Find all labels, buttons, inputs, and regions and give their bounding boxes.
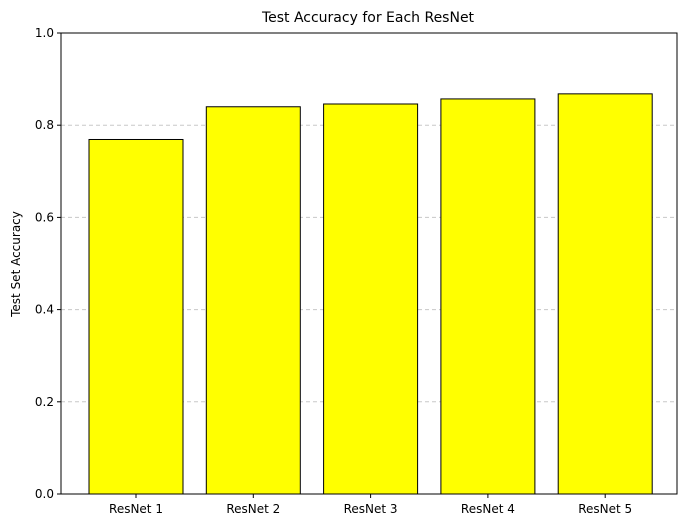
y-tick-label: 0.4 [35, 303, 54, 317]
y-tick-label: 1.0 [35, 26, 54, 40]
y-tick-label: 0.2 [35, 395, 54, 409]
x-axis-ticks: ResNet 1 ResNet 2 ResNet 3 ResNet 4 ResNet 5 [109, 494, 632, 516]
bar-resnet-3 [323, 103, 419, 495]
y-tick-label: 0.8 [35, 118, 54, 132]
bar-resnet-1 [88, 138, 184, 495]
chart-title: Test Accuracy for Each ResNet [261, 10, 475, 26]
y-tick-label: 0.6 [35, 210, 54, 224]
bar-resnet-5 [557, 93, 653, 495]
x-tick-label: ResNet 4 [461, 502, 515, 516]
plot-frame [60, 32, 678, 495]
bars [88, 93, 653, 495]
y-tick-label: 0.0 [35, 487, 54, 501]
x-tick-label: ResNet 1 [109, 502, 163, 516]
bar-resnet-2 [205, 106, 301, 495]
y-axis-label: Test Set Accuracy [9, 211, 23, 318]
bar-resnet-4 [440, 98, 536, 495]
x-tick-label: ResNet 2 [226, 502, 280, 516]
x-tick-label: ResNet 5 [578, 502, 632, 516]
y-axis-ticks: 0.0 0.2 0.4 0.6 0.8 1.0 [35, 26, 61, 501]
x-tick-label: ResNet 3 [344, 502, 398, 516]
